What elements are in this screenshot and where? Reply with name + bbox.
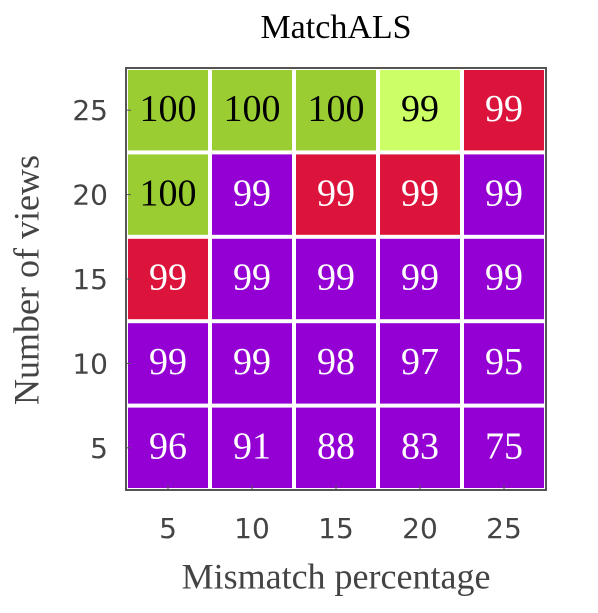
cell-label: 99: [317, 257, 355, 299]
cell-label: 99: [233, 172, 271, 214]
x-tick-label: 10: [234, 512, 270, 545]
y-tick-label: 20: [72, 179, 108, 212]
heatmap-cell: [464, 70, 544, 151]
x-tick-label: 20: [402, 512, 438, 545]
cell-label: 99: [485, 257, 523, 299]
heatmap-cell: [128, 238, 208, 320]
heatmap-cell: [296, 407, 376, 488]
cell-label: 75: [485, 426, 523, 468]
cell-label: 99: [149, 341, 187, 383]
x-tick-label: 5: [159, 512, 177, 545]
heatmap-cell: [464, 154, 544, 235]
heatmap-cell: [212, 238, 292, 320]
cell-label: 99: [401, 88, 439, 130]
cell-label: 100: [308, 88, 365, 130]
cell-label: 83: [401, 426, 439, 468]
heatmap-cell: [464, 323, 544, 404]
cell-label: 95: [485, 341, 523, 383]
y-tick-label: 15: [72, 263, 108, 296]
heatmap-cell: [380, 70, 460, 151]
heatmap-cell: [128, 70, 208, 151]
y-tick-label: 10: [72, 347, 108, 380]
cell-label: 99: [401, 257, 439, 299]
heatmap-cell: [212, 70, 292, 151]
heatmap-cell: [380, 323, 460, 404]
heatmap-cell: [212, 154, 292, 235]
cell-label: 99: [149, 257, 187, 299]
y-tick-label: 5: [90, 432, 108, 465]
heatmap-cell: [128, 323, 208, 404]
cell-label: 99: [233, 341, 271, 383]
x-tick-label: 15: [318, 512, 354, 545]
heatmap-cell: [296, 70, 376, 151]
x-tick-label: 25: [486, 512, 522, 545]
heatmap-cell: [128, 154, 208, 235]
cell-label: 98: [317, 341, 355, 383]
heatmap-cell: [380, 238, 460, 320]
heatmap-cell: [296, 238, 376, 320]
cell-label: 99: [317, 172, 355, 214]
heatmap-cell: [380, 154, 460, 235]
cell-label: 97: [401, 341, 439, 383]
cell-label: 99: [485, 88, 523, 130]
cell-label: 99: [233, 257, 271, 299]
heatmap-cell: [464, 407, 544, 488]
cell-label: 91: [233, 426, 271, 468]
cell-label: 99: [485, 172, 523, 214]
heatmap-cell: [212, 407, 292, 488]
heatmap-cell: [296, 154, 376, 235]
cell-label: 88: [317, 426, 355, 468]
y-tick-label: 25: [72, 94, 108, 127]
cell-label: 100: [140, 88, 197, 130]
heatmap-cell: [212, 323, 292, 404]
y-axis-label: Number of views: [6, 155, 46, 405]
chart-title: MatchALS: [260, 9, 411, 46]
heatmap-cell: [380, 407, 460, 488]
heatmap-cell: [296, 323, 376, 404]
heatmap-cell: [128, 407, 208, 488]
x-axis-label: Mismatch percentage: [182, 556, 491, 596]
cell-label: 96: [149, 426, 187, 468]
cell-label: 99: [401, 172, 439, 214]
heatmap-cell: [464, 238, 544, 320]
cell-label: 100: [224, 88, 281, 130]
cell-label: 100: [140, 172, 197, 214]
